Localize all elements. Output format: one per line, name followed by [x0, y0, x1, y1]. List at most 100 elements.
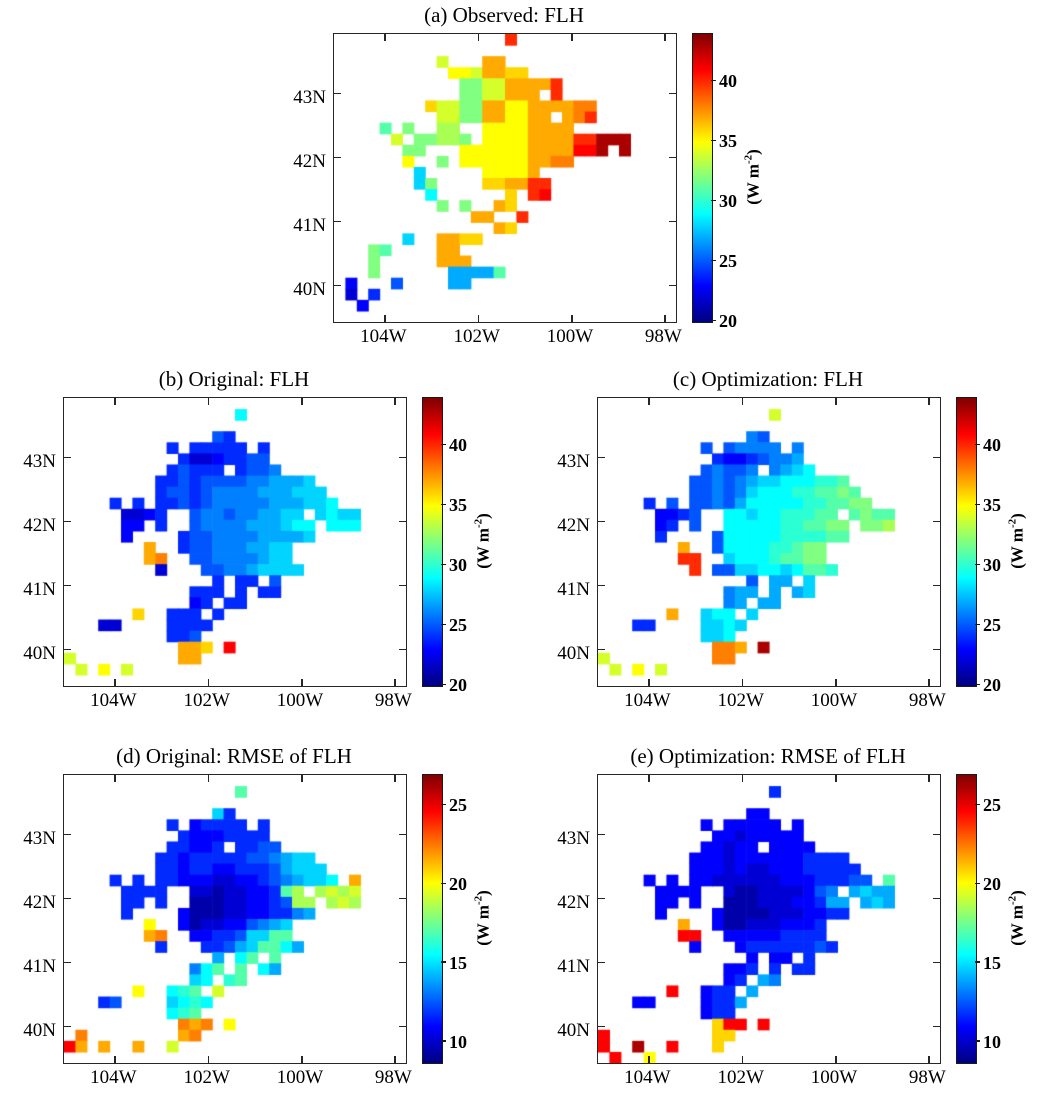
x-tick-label: 104W [90, 690, 137, 711]
axis-tick [384, 315, 386, 322]
axis-tick [741, 679, 744, 686]
axis-tick [835, 1056, 837, 1063]
axis-tick [571, 34, 573, 41]
x-tick-label: 102W [183, 1067, 230, 1088]
panel-a: (a) Observed: FLH 43N 42N 41N 40N (W m-2) 2… [285, 2, 773, 351]
axis-tick [835, 775, 837, 782]
panel-c-title: (c) Optimization: FLH [672, 367, 864, 391]
axis-tick [928, 1056, 930, 1063]
colorbar-tick [441, 443, 446, 445]
axis-tick [598, 648, 605, 651]
axis-tick [64, 1025, 71, 1028]
colorbar-tick [441, 803, 446, 806]
axis-tick [64, 897, 71, 900]
panel-d: (d) Original: RMSE of FLH 43N 42N 41N 40N (… [15, 743, 503, 1092]
x-tick-label: 100W [546, 326, 594, 347]
x-tick-label: 98W [644, 326, 682, 347]
panel-c: (c) Optimization: FLH 43N 42N 41N 40N (W m-… [549, 366, 1037, 715]
axis-tick [598, 520, 605, 523]
axis-tick [64, 961, 71, 964]
panel-b-colorbar [422, 397, 443, 687]
colorbar-tick [441, 882, 446, 885]
axis-tick [598, 584, 605, 587]
axis-tick [598, 456, 605, 459]
colorbar-tick-label: 10 [983, 1031, 1001, 1052]
axis-tick [64, 584, 71, 587]
x-tick-label: 100W [810, 690, 858, 711]
axis-tick [399, 520, 406, 523]
colorbar-tick-label: 10 [449, 1031, 467, 1052]
axis-tick [598, 897, 605, 900]
colorbar-tick [441, 563, 446, 565]
axis-tick [648, 1056, 650, 1063]
colorbar-tick-label: 35 [983, 495, 1001, 515]
panel-e-map [598, 775, 940, 1063]
axis-tick [933, 897, 940, 900]
panel-a-y-axis: 43N 42N 41N 40N [285, 33, 333, 323]
axis-tick [933, 833, 940, 836]
panel-b-y-axis: 43N 42N 41N 40N [15, 397, 63, 687]
panel-e-colorbar [956, 774, 977, 1064]
axis-tick [648, 679, 650, 686]
axis-tick [598, 1025, 605, 1028]
panel-e-x-axis: 104W 102W 100W 98W [597, 1064, 946, 1092]
y-tick-label: 43N [293, 86, 326, 108]
axis-tick [664, 315, 666, 322]
colorbar-tick-label: 40 [719, 71, 737, 91]
y-tick-label: 41N [293, 214, 326, 236]
panel-c-colorbar [956, 397, 977, 687]
axis-tick [64, 648, 71, 651]
x-tick-label: 104W [624, 690, 671, 711]
colorbar-tick [711, 199, 716, 201]
panel-c-plot [597, 397, 941, 687]
axis-tick [207, 679, 210, 686]
y-tick-label: 41N [557, 578, 590, 600]
panel-d-plot [63, 774, 407, 1064]
colorbar-tick-label: 20 [449, 874, 467, 895]
panel-e-colorbar-zone: (W m-2) 10 15 20 25 [941, 774, 1037, 1064]
panel-e: (e) Optimization: RMSE of FLH 43N 42N 41N 4… [549, 743, 1037, 1092]
colorbar-tick-label: 25 [983, 795, 1001, 816]
colorbar-tick-label: 20 [983, 675, 1001, 695]
x-tick-label: 104W [360, 326, 407, 347]
colorbar-unit-label: (W m-2) [742, 149, 763, 205]
axis-tick [334, 284, 341, 287]
axis-tick [669, 156, 676, 159]
y-tick-label: 42N [557, 514, 590, 536]
colorbar-tick [975, 683, 980, 685]
axis-tick [301, 775, 303, 782]
axis-tick [664, 34, 666, 41]
panel-a-x-axis: 104W 102W 100W 98W [333, 323, 682, 351]
y-tick-label: 40N [557, 642, 590, 664]
panel-a-colorbar-zone: (W m-2) 20 25 30 35 40 [677, 33, 773, 330]
y-tick-label: 43N [23, 450, 56, 472]
axis-tick [334, 156, 341, 159]
axis-tick [669, 284, 676, 287]
axis-tick [301, 398, 303, 405]
axis-tick [399, 584, 406, 587]
axis-tick [648, 398, 650, 405]
panel-a-map [334, 34, 676, 322]
axis-tick [399, 961, 406, 964]
colorbar-tick-label: 15 [983, 952, 1001, 973]
axis-tick [741, 398, 744, 405]
x-tick-label: 100W [276, 1067, 324, 1088]
y-tick-label: 41N [557, 955, 590, 977]
colorbar-tick-label: 25 [719, 251, 737, 271]
x-tick-label: 102W [183, 690, 230, 711]
colorbar-tick [975, 1040, 980, 1042]
colorbar-tick [975, 803, 980, 806]
axis-tick [399, 1025, 406, 1028]
panel-c-y-axis: 43N 42N 41N 40N [549, 397, 597, 687]
y-tick-label: 43N [557, 827, 590, 849]
axis-tick [835, 398, 837, 405]
axis-tick [835, 679, 837, 686]
axis-tick [399, 456, 406, 459]
y-tick-label: 42N [23, 514, 56, 536]
colorbar-tick-label: 20 [983, 874, 1001, 895]
x-tick-label: 104W [90, 1067, 137, 1088]
colorbar-tick [441, 503, 446, 505]
y-tick-label: 40N [23, 1019, 56, 1041]
panel-c-map [598, 398, 940, 686]
panel-b: (b) Original: FLH 43N 42N 41N 40N (W m-2) 2… [15, 366, 503, 715]
